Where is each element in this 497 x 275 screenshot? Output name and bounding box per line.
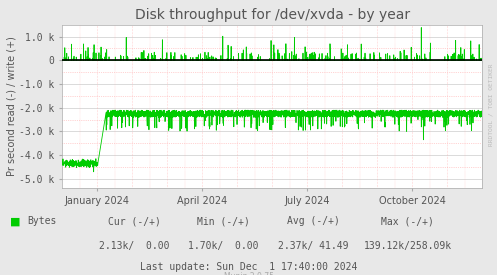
- Title: Disk throughput for /dev/xvda - by year: Disk throughput for /dev/xvda - by year: [135, 8, 410, 22]
- Y-axis label: Pr second read (-) / write (+): Pr second read (-) / write (+): [6, 37, 16, 177]
- Text: Last update: Sun Dec  1 17:40:00 2024: Last update: Sun Dec 1 17:40:00 2024: [140, 262, 357, 272]
- Text: Munin 2.0.75: Munin 2.0.75: [224, 272, 273, 275]
- Text: 1.70k/  0.00: 1.70k/ 0.00: [188, 241, 259, 251]
- Text: RRDTOOL / TOBI OETIKER: RRDTOOL / TOBI OETIKER: [489, 63, 494, 146]
- Text: Avg (-/+): Avg (-/+): [287, 216, 339, 226]
- Text: Bytes: Bytes: [27, 216, 57, 226]
- Text: 2.13k/  0.00: 2.13k/ 0.00: [99, 241, 169, 251]
- Text: Max (-/+): Max (-/+): [381, 216, 434, 226]
- Text: Cur (-/+): Cur (-/+): [108, 216, 161, 226]
- Text: 2.37k/ 41.49: 2.37k/ 41.49: [278, 241, 348, 251]
- Text: Min (-/+): Min (-/+): [197, 216, 250, 226]
- Text: 139.12k/258.09k: 139.12k/258.09k: [363, 241, 452, 251]
- Text: ■: ■: [10, 216, 20, 226]
